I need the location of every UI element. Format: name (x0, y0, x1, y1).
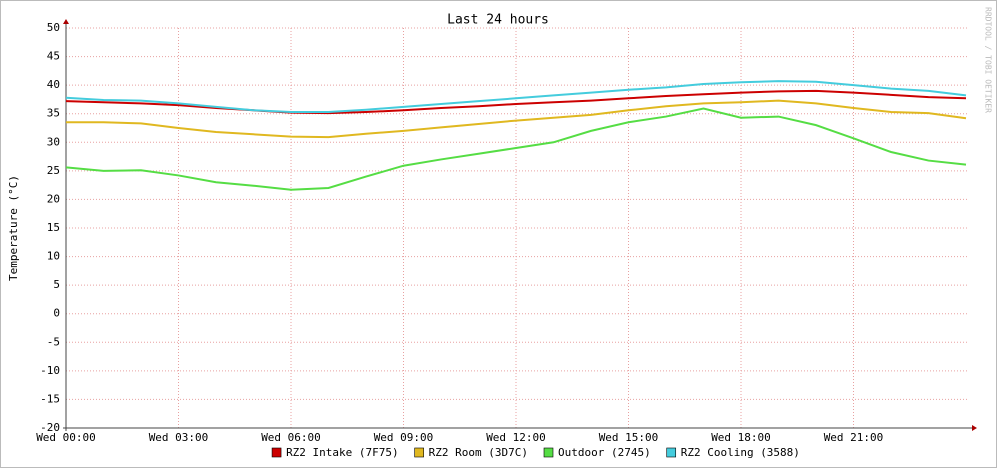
series-line (65, 80, 967, 113)
series-line (65, 89, 967, 115)
y-tick-label: 25 (47, 164, 60, 177)
x-tick-label: Wed 03:00 (149, 431, 209, 444)
y-tick-label: 20 (47, 192, 60, 205)
y-tick-label: 0 (53, 307, 60, 320)
legend-swatch (666, 447, 677, 458)
x-tick-label: Wed 21:00 (824, 431, 884, 444)
y-tick-label: 5 (53, 278, 60, 291)
legend-label: RZ2 Cooling (3588) (681, 446, 800, 459)
y-tick-label: -20 (40, 421, 60, 434)
y-tick-label: 30 (47, 135, 60, 148)
legend-swatch (414, 447, 424, 458)
y-axis-label: Temperature (°C) (7, 175, 20, 281)
y-tick-label: 15 (47, 221, 60, 234)
y-tick-label: -5 (47, 335, 60, 348)
legend-label: Outdoor (2745) (558, 446, 651, 459)
y-tick-label: -15 (40, 392, 60, 405)
legend-label: RZ2 Intake (7F75) (286, 446, 399, 459)
y-tick-label: 35 (47, 107, 60, 120)
arrow (972, 425, 977, 431)
y-tick-label: 50 (47, 21, 60, 34)
series-line (65, 107, 967, 191)
series-line (66, 99, 967, 139)
y-tick-label: -10 (40, 364, 60, 377)
x-tick-label: Wed 15:00 (599, 431, 659, 444)
legend-swatch (543, 447, 554, 458)
legend-swatch (271, 447, 282, 458)
y-tick-label: 45 (47, 50, 60, 63)
y-tick-label: 40 (47, 78, 60, 91)
x-tick-label: Wed 12:00 (486, 431, 546, 444)
x-tick-label: Wed 09:00 (374, 431, 434, 444)
x-tick-label: Wed 00:00 (36, 431, 96, 444)
y-tick-label: 10 (47, 250, 60, 263)
watermark: RRDTOOL / TOBI OETIKER (984, 7, 993, 113)
x-tick-label: Wed 18:00 (711, 431, 771, 444)
arrow (63, 19, 69, 24)
legend-label: RZ2 Room (3D7C) (429, 446, 528, 459)
chart-title: Last 24 hours (447, 13, 549, 28)
x-tick-label: Wed 06:00 (261, 431, 321, 444)
